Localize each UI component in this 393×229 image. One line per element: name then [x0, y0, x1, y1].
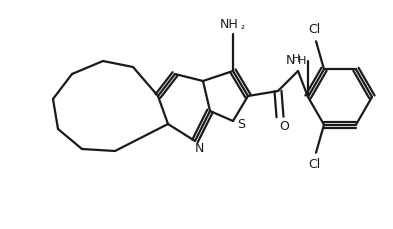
Text: H: H: [298, 56, 306, 66]
Text: Cl: Cl: [308, 23, 320, 36]
Text: H: H: [292, 54, 300, 64]
Text: S: S: [237, 118, 245, 131]
Text: N: N: [194, 142, 204, 155]
Text: ₂: ₂: [241, 21, 245, 31]
Text: N: N: [285, 55, 295, 68]
Text: NH: NH: [220, 17, 239, 30]
Text: Cl: Cl: [308, 158, 320, 171]
Text: O: O: [279, 120, 289, 133]
